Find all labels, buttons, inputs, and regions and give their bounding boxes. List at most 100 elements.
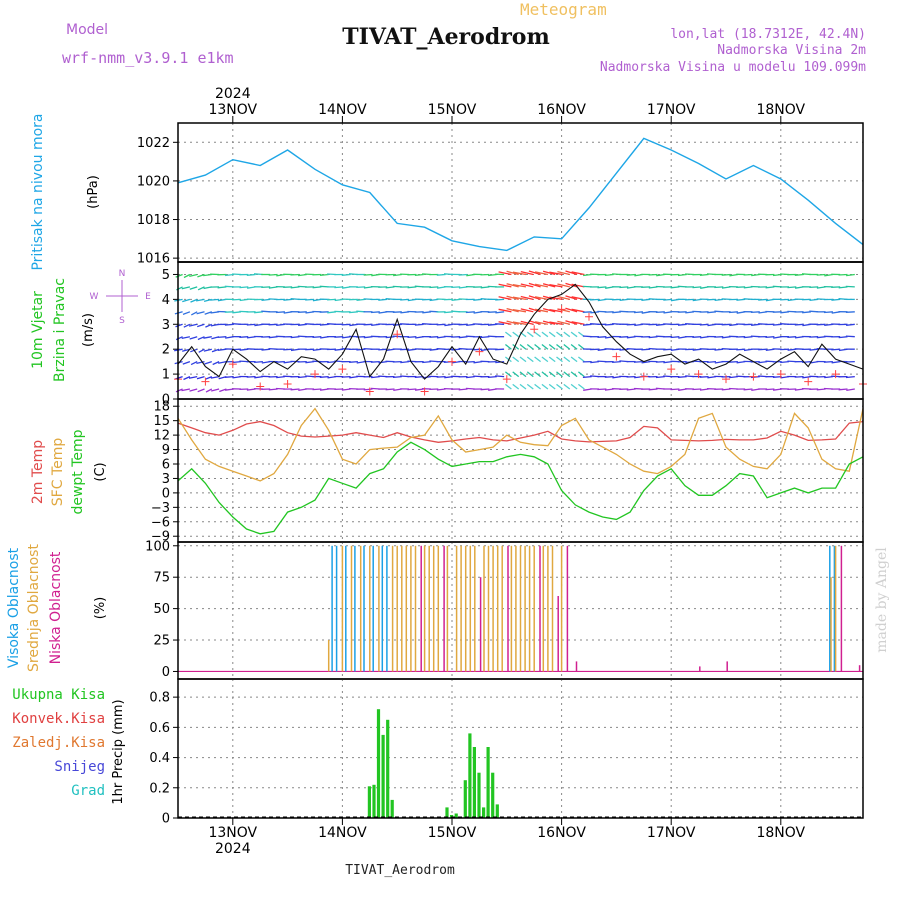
wind-barb (685, 298, 695, 301)
wind-barb (699, 375, 709, 378)
temp-unit: (C) (93, 462, 108, 481)
wind-barb (297, 375, 307, 379)
wind-barb (290, 286, 300, 289)
compass-w: W (90, 292, 99, 302)
wind-barb (203, 348, 212, 352)
wind-barb (254, 311, 263, 314)
y-tick-label: 4 (162, 293, 170, 308)
wind-barb (542, 270, 556, 276)
wind-barb (196, 311, 205, 315)
top-day-label: 13NOV (208, 102, 257, 118)
wind-ylabel-1: 10m Vjetar (30, 291, 46, 369)
wind-barb (305, 298, 315, 301)
wind-barb (246, 375, 256, 378)
wind-barb (534, 383, 541, 390)
wind-barb (182, 348, 191, 352)
compass-s: S (119, 316, 125, 326)
dewpt-line (177, 441, 864, 535)
wind-barb (565, 282, 578, 288)
precip-bar (477, 772, 481, 818)
wind-barb (557, 295, 570, 301)
wind-barb (175, 388, 183, 393)
wind-barb (239, 336, 249, 338)
pressure-ylabel: Pritisak na nivou mora (30, 113, 46, 270)
y-tick-label: 18 (153, 400, 170, 415)
y-tick-label: 0.6 (149, 721, 170, 736)
compass-n: N (119, 269, 126, 279)
wind-barb (204, 311, 213, 315)
meteogram-label: Meteogram (520, 0, 607, 19)
wind-barb (183, 273, 191, 279)
wind-barb (655, 311, 665, 314)
wind-barb (534, 321, 549, 325)
wind-barb (570, 331, 578, 338)
temp-ylabel-1: 2m Temp (30, 440, 46, 504)
wind-barb (590, 360, 600, 364)
wind-barb (838, 336, 848, 339)
wind-barb (549, 321, 563, 325)
wind-barb (541, 383, 549, 390)
bottom-day-label: 17NOV (647, 825, 696, 841)
wind-barb (175, 323, 183, 328)
gust-marker (831, 370, 840, 379)
wind-barb (707, 360, 717, 364)
y-tick-label: 0.2 (149, 781, 170, 796)
wind-barb (570, 343, 578, 350)
wind-barb (541, 343, 549, 350)
wind-barb (378, 298, 388, 301)
wind-barb (429, 336, 439, 338)
temp-ylabel-3: dewpt Temp (70, 429, 86, 514)
wind-barb (506, 270, 519, 276)
y-tick-label: 3 (162, 472, 170, 487)
wind-barb (190, 298, 198, 303)
wind-barb (458, 336, 468, 339)
wind-barb (816, 273, 826, 276)
wind-barb (597, 286, 607, 289)
gust-marker (557, 305, 566, 314)
wind-barb (422, 360, 432, 364)
wind-barb (334, 348, 344, 351)
wind-barb (451, 348, 461, 351)
wind-barb (512, 321, 527, 325)
cloud-ylabel-2: Srednja Oblacnost (26, 544, 42, 672)
wind-barb (846, 388, 855, 392)
wind-barb (363, 388, 373, 391)
wind-barb (334, 286, 344, 289)
wind-barb (626, 388, 636, 391)
wind-barb (831, 348, 841, 351)
wind-barb (578, 383, 585, 390)
wind-barb (210, 375, 220, 379)
pressure-line (177, 137, 864, 252)
wind-barb (549, 284, 563, 288)
wind-barb (195, 298, 205, 302)
wind-barb (212, 361, 220, 366)
wind-barb (224, 273, 234, 277)
compass-e: E (145, 292, 151, 302)
wind-barb (845, 285, 855, 288)
precip-panel: 0 0.2 0.4 0.6 0.8 Ukupna Kisa Konvek.Kisa Zaled… (12, 678, 864, 827)
wind-barb (197, 286, 205, 291)
y-tick-label: 0.4 (149, 751, 170, 766)
precip-bar (367, 786, 371, 818)
wind-barb (512, 296, 527, 301)
wind-barb (845, 375, 855, 379)
wind-barb (692, 388, 702, 391)
wind-barb (205, 388, 213, 393)
wind-barb (451, 286, 461, 289)
wind-barb (203, 336, 212, 339)
wind-barb (565, 320, 578, 325)
wind-barb (677, 323, 687, 326)
wind-barb (504, 371, 512, 378)
wind-barb (197, 323, 205, 328)
wind-barb (542, 283, 556, 288)
wind-barb (846, 273, 855, 277)
wind-barb (751, 323, 760, 326)
wind-barb (633, 360, 643, 363)
wind-barb (655, 375, 665, 379)
wind-barb (498, 321, 512, 325)
wind-barb (570, 371, 578, 378)
wind-barb (473, 348, 483, 351)
wind-barb (534, 308, 549, 313)
wind-barb (528, 295, 541, 301)
